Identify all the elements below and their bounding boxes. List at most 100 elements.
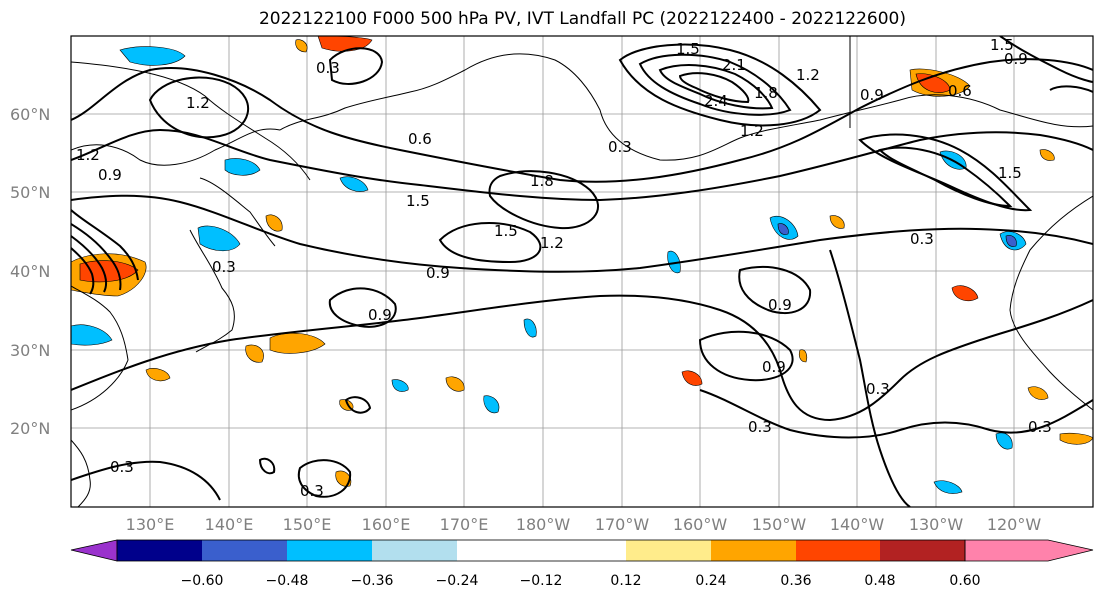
contour-12: [878, 146, 1013, 208]
contour-18: [738, 266, 812, 315]
contour-label: 1.2: [186, 94, 210, 112]
contour-label: 0.3: [212, 258, 236, 276]
contour-label: 0.6: [948, 82, 972, 100]
shade-orange-3: [245, 344, 264, 363]
contour-23: [71, 209, 139, 281]
gridlines: [71, 36, 1093, 507]
colorbar: −0.60 −0.48 −0.36 −0.24 −0.12 0.12 0.24 …: [70, 539, 1094, 589]
contour-28: [344, 396, 372, 414]
lon-label: 120°W: [987, 515, 1042, 534]
na-west-coast: [1009, 195, 1093, 411]
colorbar-tick-label: 0.36: [780, 573, 811, 589]
shade-orange-7: [335, 470, 352, 487]
pv-contours: [71, 36, 1093, 507]
shade-blue-3: [119, 46, 186, 66]
colorbar-frame: [116, 539, 966, 562]
colorbar-tick-label: −0.36: [351, 573, 394, 589]
contour-label: 1.5: [998, 164, 1022, 182]
contour-label: 1.2: [796, 66, 820, 84]
lon-label: 130°E: [126, 515, 175, 534]
lon-label: 140°E: [205, 515, 254, 534]
shade-blue-4: [224, 158, 261, 176]
colorbar-segment: [202, 540, 287, 561]
contour-20: [71, 460, 221, 501]
shade-blue-7: [523, 318, 537, 338]
contour-label: 1.2: [76, 146, 100, 164]
alaska-coast: [71, 53, 1093, 166]
contour-label: 0.3: [316, 59, 340, 77]
colorbar-tick-label: −0.60: [181, 573, 224, 589]
contour-label: 1.2: [740, 122, 764, 140]
shade-red-2: [951, 285, 979, 301]
colorbar-tick-label: −0.24: [436, 573, 479, 589]
colorbar-tick-label: −0.48: [266, 573, 309, 589]
contour-label: 1.2: [540, 234, 564, 252]
contour-3: [71, 194, 1093, 273]
contour-label: 2.1: [722, 56, 746, 74]
contour-26: [71, 247, 95, 295]
philippines-coast: [71, 439, 91, 507]
shade-orange-4: [145, 368, 171, 382]
lon-label: 140°W: [830, 515, 885, 534]
contour-16: [71, 294, 1093, 422]
colorbar-segment: [117, 540, 202, 561]
shade-orange-1: [265, 214, 283, 232]
figure-title: 2022122100 F000 500 hPa PV, IVT Landfall…: [258, 9, 906, 29]
coastlines: [71, 36, 1093, 507]
lat-label: 50°N: [10, 183, 50, 202]
contour-label: 2.4: [704, 92, 728, 110]
contour-label: 1.5: [990, 36, 1014, 54]
contour-19: [699, 389, 1093, 439]
contour-label: 0.9: [98, 166, 122, 184]
shade-orange-8: [829, 215, 845, 229]
contour-29: [1049, 85, 1093, 93]
shade-blue-14: [391, 379, 409, 392]
colorbar-segment: [541, 540, 626, 561]
lon-label: 170°E: [440, 515, 489, 534]
shade-orange-13: [798, 349, 808, 363]
contour-label: 0.9: [368, 306, 392, 324]
contour-label: 1.8: [530, 172, 554, 190]
shade-darkblue-1: [777, 223, 789, 235]
shade-blue-1: [71, 324, 113, 346]
colorbar-tick-label: 0.60: [949, 573, 980, 589]
colorbar-tick-label: 0.12: [610, 573, 641, 589]
contour-label: 0.3: [608, 138, 632, 156]
shade-red-1: [681, 370, 703, 386]
lon-label: 180°W: [516, 515, 571, 534]
contour-label: 0.3: [748, 418, 772, 436]
contour-9: [678, 72, 750, 104]
contour-2: [71, 128, 1093, 202]
lat-label: 60°N: [10, 105, 50, 124]
contour-label: 1.5: [494, 222, 518, 240]
contour-4: [148, 76, 250, 139]
map-frame: [70, 35, 1094, 508]
contour-label: 0.9: [860, 86, 884, 104]
shade-orange-5: [445, 376, 465, 392]
colorbar-segment: [880, 540, 965, 561]
contour-label: 0.3: [300, 482, 324, 500]
contour-13: [488, 170, 600, 230]
contour-label: 0.3: [1028, 418, 1052, 436]
colorbar-segment: [796, 540, 880, 561]
longitude-labels: 130°E 140°E 150°E 160°E 170°E 180°W 170°…: [126, 515, 1042, 534]
pv-shading: [71, 36, 1093, 494]
colorbar-segment: [626, 540, 711, 561]
contour-25: [71, 235, 108, 293]
colorbar-segment: [287, 540, 372, 561]
contour-17: [698, 330, 794, 382]
contour-27: [258, 457, 276, 475]
shade-blue-5: [339, 176, 369, 192]
contour-5: [328, 47, 384, 85]
contour-8: [658, 64, 774, 110]
lat-label: 20°N: [10, 419, 50, 438]
contour-label: 1.8: [754, 84, 778, 102]
colorbar-segment: [711, 540, 796, 561]
latitude-labels: 60°N 50°N 40°N 30°N 20°N: [10, 105, 50, 438]
colorbar-tick-label: 0.48: [864, 573, 895, 589]
colorbar-extend-right: [964, 539, 1094, 562]
lon-label: 130°W: [909, 515, 964, 534]
china-coast: [71, 285, 129, 411]
lon-label: 170°W: [595, 515, 650, 534]
